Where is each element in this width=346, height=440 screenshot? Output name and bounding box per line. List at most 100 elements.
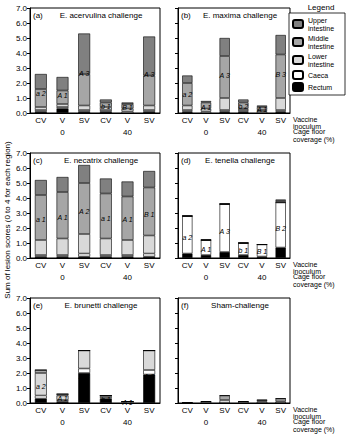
svg-text:0: 0 <box>204 128 209 137</box>
svg-text:A 1: A 1 <box>56 92 67 99</box>
svg-text:(c): (c) <box>33 156 43 165</box>
svg-text:40: 40 <box>258 273 267 282</box>
svg-text:A 2: A 2 <box>78 208 89 215</box>
svg-text:4.0: 4.0 <box>16 49 28 58</box>
svg-text:5.0: 5.0 <box>16 179 28 188</box>
svg-text:A 1: A 1 <box>200 104 211 111</box>
svg-text:2.0: 2.0 <box>16 369 28 378</box>
svg-text:Cage floor: Cage floor <box>293 128 327 136</box>
svg-text:40: 40 <box>258 418 267 427</box>
svg-text:SV: SV <box>219 116 230 125</box>
svg-text:5.0: 5.0 <box>16 34 28 43</box>
svg-text:6.0: 6.0 <box>16 164 28 173</box>
svg-text:SV: SV <box>275 406 286 415</box>
svg-text:7.0: 7.0 <box>16 4 28 13</box>
svg-text:E. maxima challenge: E. maxima challenge <box>203 11 278 20</box>
svg-text:Cage floor: Cage floor <box>293 418 327 426</box>
svg-text:Vaccine: Vaccine <box>293 261 319 268</box>
svg-text:3.0: 3.0 <box>16 354 28 363</box>
svg-text:V: V <box>125 116 131 125</box>
svg-text:b 1: b 1 <box>238 247 248 254</box>
svg-text:E. brunetti challenge: E. brunetti challenge <box>65 301 138 310</box>
svg-text:V: V <box>60 406 66 415</box>
svg-text:A 1: A 1 <box>256 106 267 113</box>
svg-text:a 2: a 2 <box>182 234 192 241</box>
svg-text:40: 40 <box>123 128 132 137</box>
svg-text:b 1: b 1 <box>101 103 111 110</box>
svg-text:CV: CV <box>100 261 112 270</box>
svg-text:0.0: 0.0 <box>16 109 28 118</box>
svg-text:A 1: A 1 <box>200 246 211 253</box>
svg-text:V: V <box>125 261 131 270</box>
svg-text:Upper: Upper <box>308 17 329 25</box>
svg-text:(a): (a) <box>33 11 43 20</box>
svg-text:B 1: B 1 <box>257 248 268 255</box>
svg-text:coverage (%): coverage (%) <box>293 281 335 289</box>
svg-text:0: 0 <box>60 273 65 282</box>
svg-text:CV: CV <box>182 261 194 270</box>
svg-text:coverage (%): coverage (%) <box>293 426 335 434</box>
svg-text:intestine: intestine <box>308 61 334 68</box>
svg-text:3.0: 3.0 <box>16 209 28 218</box>
svg-text:V: V <box>259 406 265 415</box>
svg-text:Vaccine: Vaccine <box>293 116 319 123</box>
svg-text:B 2: B 2 <box>275 225 286 232</box>
svg-text:4.0: 4.0 <box>16 194 28 203</box>
svg-text:0: 0 <box>60 418 65 427</box>
svg-text:1.0: 1.0 <box>16 384 28 393</box>
svg-text:6.0: 6.0 <box>16 309 28 318</box>
svg-text:5.0: 5.0 <box>16 324 28 333</box>
svg-text:0.0: 0.0 <box>16 254 28 263</box>
svg-text:A 3: A 3 <box>143 373 154 380</box>
svg-text:SV: SV <box>79 261 90 270</box>
svg-text:CV: CV <box>182 406 194 415</box>
svg-text:V: V <box>203 261 209 270</box>
svg-text:SV: SV <box>79 116 90 125</box>
svg-text:A 3: A 3 <box>219 72 230 79</box>
svg-text:0.0: 0.0 <box>16 399 28 408</box>
svg-text:CV: CV <box>35 406 47 415</box>
svg-text:SV: SV <box>275 116 286 125</box>
svg-text:40: 40 <box>123 273 132 282</box>
svg-text:1.0: 1.0 <box>16 239 28 248</box>
svg-text:1.0: 1.0 <box>16 94 28 103</box>
svg-text:A 3: A 3 <box>78 373 89 380</box>
svg-text:Rectum: Rectum <box>308 84 332 91</box>
svg-text:CV: CV <box>35 116 47 125</box>
svg-text:(b): (b) <box>181 11 191 20</box>
svg-text:A 3: A 3 <box>143 71 154 78</box>
svg-text:0: 0 <box>60 128 65 137</box>
svg-text:A 3: A 3 <box>78 70 89 77</box>
svg-text:CV: CV <box>35 261 47 270</box>
svg-text:a 1: a 1 <box>101 215 111 222</box>
svg-text:CV: CV <box>238 261 250 270</box>
svg-text:SV: SV <box>144 261 155 270</box>
svg-text:CV: CV <box>238 116 250 125</box>
svg-text:Middle: Middle <box>308 35 331 42</box>
svg-text:7.0: 7.0 <box>16 294 28 303</box>
svg-text:A 1: A 1 <box>121 399 132 406</box>
svg-text:7.0: 7.0 <box>16 149 28 158</box>
svg-text:0: 0 <box>204 418 209 427</box>
svg-text:CV: CV <box>100 116 112 125</box>
svg-text:B 3: B 3 <box>275 71 286 78</box>
svg-text:a 1: a 1 <box>36 216 46 223</box>
svg-text:A 1: A 1 <box>56 395 67 402</box>
svg-text:40: 40 <box>258 128 267 137</box>
svg-text:2.0: 2.0 <box>16 224 28 233</box>
svg-text:V: V <box>203 116 209 125</box>
svg-text:V: V <box>60 116 66 125</box>
svg-text:(d): (d) <box>181 156 191 165</box>
svg-text:A 1: A 1 <box>121 216 132 223</box>
svg-text:Caeca: Caeca <box>308 72 328 79</box>
svg-text:V: V <box>259 116 265 125</box>
svg-text:Cage floor: Cage floor <box>293 273 327 281</box>
svg-text:Lower: Lower <box>308 53 329 60</box>
svg-text:V: V <box>259 261 265 270</box>
svg-text:3.0: 3.0 <box>16 64 28 73</box>
svg-text:Sham-challenge: Sham-challenge <box>211 301 269 310</box>
svg-text:SV: SV <box>79 406 90 415</box>
svg-text:(f): (f) <box>181 301 189 310</box>
svg-text:b 2: b 2 <box>238 103 248 110</box>
svg-text:V: V <box>60 261 66 270</box>
